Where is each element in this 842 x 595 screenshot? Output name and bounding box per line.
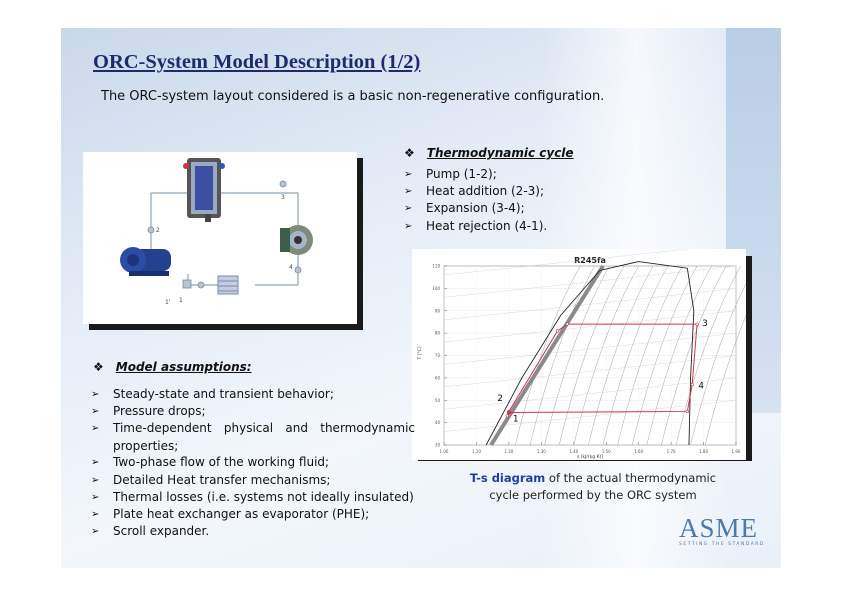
- arrow-bullet-icon: ➢: [91, 406, 100, 418]
- arrow-bullet-icon: ➢: [91, 508, 100, 520]
- arrow-bullet-icon: ➢: [404, 203, 413, 215]
- condenser: [217, 275, 239, 295]
- y-tick-label: 90: [435, 308, 441, 313]
- ts-diagram: R245fa s [kJ/(kg K)] T [°C] 30 40 50 60 70 80…: [417, 243, 771, 460]
- state-point-label: 4: [698, 382, 704, 392]
- caption-emphasis: T-s diagram: [469, 471, 546, 485]
- list-item: ➢ Expansion (3-4);: [404, 200, 547, 217]
- state-label-3: 3: [281, 194, 285, 201]
- orc-layout-diagram: 1 1' 2 3 4: [83, 152, 357, 324]
- x-tick-label: 1.30: [537, 449, 546, 454]
- state-label-2: 2: [156, 227, 160, 234]
- caption-text-2: cycle performed by the ORC system: [489, 488, 697, 502]
- chart-ylabel: T [°C]: [417, 346, 423, 360]
- list-item: ➢ Two-phase flow of the working fluid;: [91, 454, 415, 471]
- arrow-bullet-icon: ➢: [404, 186, 413, 198]
- cycle-point: [565, 322, 569, 326]
- piping: [150, 192, 299, 286]
- slide: ORC-System Model Description (1/2) The O…: [61, 28, 781, 568]
- saturation-dome: [485, 261, 695, 446]
- arrow-bullet-icon: ➢: [404, 220, 413, 232]
- arrow-bullet-icon: ➢: [404, 169, 413, 180]
- y-tick-label: 80: [435, 331, 441, 336]
- state-point-label: 2: [497, 394, 503, 404]
- arrow-bullet-icon: ➢: [91, 457, 100, 469]
- thermo-heading: Thermodynamic cycle: [426, 146, 574, 160]
- list-item: ➢ Pressure drops;: [91, 403, 415, 420]
- y-tick-label: 100: [432, 286, 440, 291]
- evaporator-phe: [183, 158, 225, 222]
- y-tick-label: 50: [435, 398, 441, 403]
- y-tick-label: 110: [432, 264, 440, 269]
- chart-caption: T-s diagram of the actual thermodynamic …: [463, 470, 723, 504]
- y-tick-label: 60: [435, 375, 441, 380]
- x-tick-label: 1.10: [472, 449, 481, 454]
- list-item: ➢ Detailed Heat transfer mechanisms;: [91, 472, 415, 489]
- list-item: ➢ Heat rejection (4-1).: [404, 218, 547, 235]
- cycle-point: [685, 409, 689, 414]
- slide-title: ORC-System Model Description (1/2): [93, 51, 421, 73]
- diamond-bullet-icon: ❖: [404, 146, 415, 160]
- x-tick-label: 1.50: [602, 449, 611, 454]
- assumptions-heading: Model assumptions:: [115, 360, 252, 374]
- state-point-label: 1: [513, 415, 519, 425]
- arrow-bullet-icon: ➢: [91, 526, 100, 538]
- cycle-point: [505, 414, 509, 418]
- y-tick-label: 40: [435, 420, 441, 425]
- list-item: ➢ Pump (1-2);: [404, 166, 547, 183]
- thermo-heading-row: ❖ Thermodynamic cycle: [404, 146, 574, 160]
- chart-xlabel: s [kJ/(kg K)]: [577, 454, 603, 460]
- state-label-1-prime: 1': [165, 299, 171, 306]
- assumptions-heading-row: ❖ Model assumptions:: [93, 360, 252, 374]
- arrow-bullet-icon: ➢: [91, 474, 100, 486]
- list-item: ➢ Heat addition (2-3);: [404, 183, 547, 200]
- cycle-line: [506, 323, 698, 417]
- state-label-4: 4: [289, 264, 293, 271]
- pump: [120, 247, 171, 276]
- arrow-bullet-icon: ➢: [91, 389, 100, 400]
- state-label-1: 1: [179, 297, 183, 304]
- x-tick-label: 1.40: [569, 449, 578, 454]
- logo-word: ASME: [679, 513, 759, 543]
- cycle-point: [555, 329, 560, 333]
- cycle-point: [690, 382, 694, 387]
- state-point-label: 3: [702, 319, 708, 329]
- diamond-bullet-icon: ❖: [93, 360, 104, 374]
- assumptions-list: ➢ Steady-state and transient behavior; ➢ P…: [91, 386, 415, 540]
- x-tick-label: 1.60: [634, 449, 643, 454]
- x-tick-label: 1.80: [699, 449, 708, 454]
- arrow-bullet-icon: ➢: [91, 423, 100, 435]
- chart-title: R245fa: [574, 256, 606, 265]
- list-item: ➢ Thermal losses (i.e. systems not ideall…: [91, 489, 415, 506]
- logo-tagline: SETTING THE STANDARD: [679, 542, 765, 547]
- caption-text-1: of the actual thermodynamic: [545, 471, 717, 485]
- list-item: ➢ Time-dependent physical and thermodynam…: [91, 421, 415, 453]
- x-tick-label: 1.00: [440, 449, 449, 454]
- list-item: ➢ Plate heat exchanger as evaporator (PHE…: [91, 506, 415, 523]
- list-item: ➢ Steady-state and transient behavior;: [91, 386, 415, 403]
- scroll-expander: [280, 225, 313, 255]
- saturated-liquid-band: [489, 264, 605, 447]
- ts-chart-panel: R245fa s [kJ/(kg K)] T [°C] 30 40 50 60 70 80…: [412, 243, 771, 460]
- thermo-list: ➢ Pump (1-2); ➢ Heat addition (2-3); ➢ Expa…: [404, 166, 547, 235]
- asme-logo: ASME SETTING THE STANDARD: [679, 513, 765, 547]
- x-tick-label: 1.20: [504, 449, 513, 454]
- slide-subtitle: The ORC-system layout considered is a ba…: [101, 89, 605, 104]
- y-tick-label: 70: [435, 353, 441, 358]
- orc-layout-svg: 1 1' 2 3 4: [120, 158, 313, 306]
- list-item: ➢ Scroll expander.: [91, 523, 415, 540]
- state-point-1-marker: [506, 410, 511, 415]
- arrow-bullet-icon: ➢: [91, 491, 100, 503]
- fittings: [147, 180, 302, 289]
- y-tick-label: 30: [435, 443, 441, 448]
- x-tick-label: 1.70: [667, 449, 676, 454]
- x-tick-label: 1.90: [732, 449, 741, 454]
- cycle-point: [695, 322, 699, 326]
